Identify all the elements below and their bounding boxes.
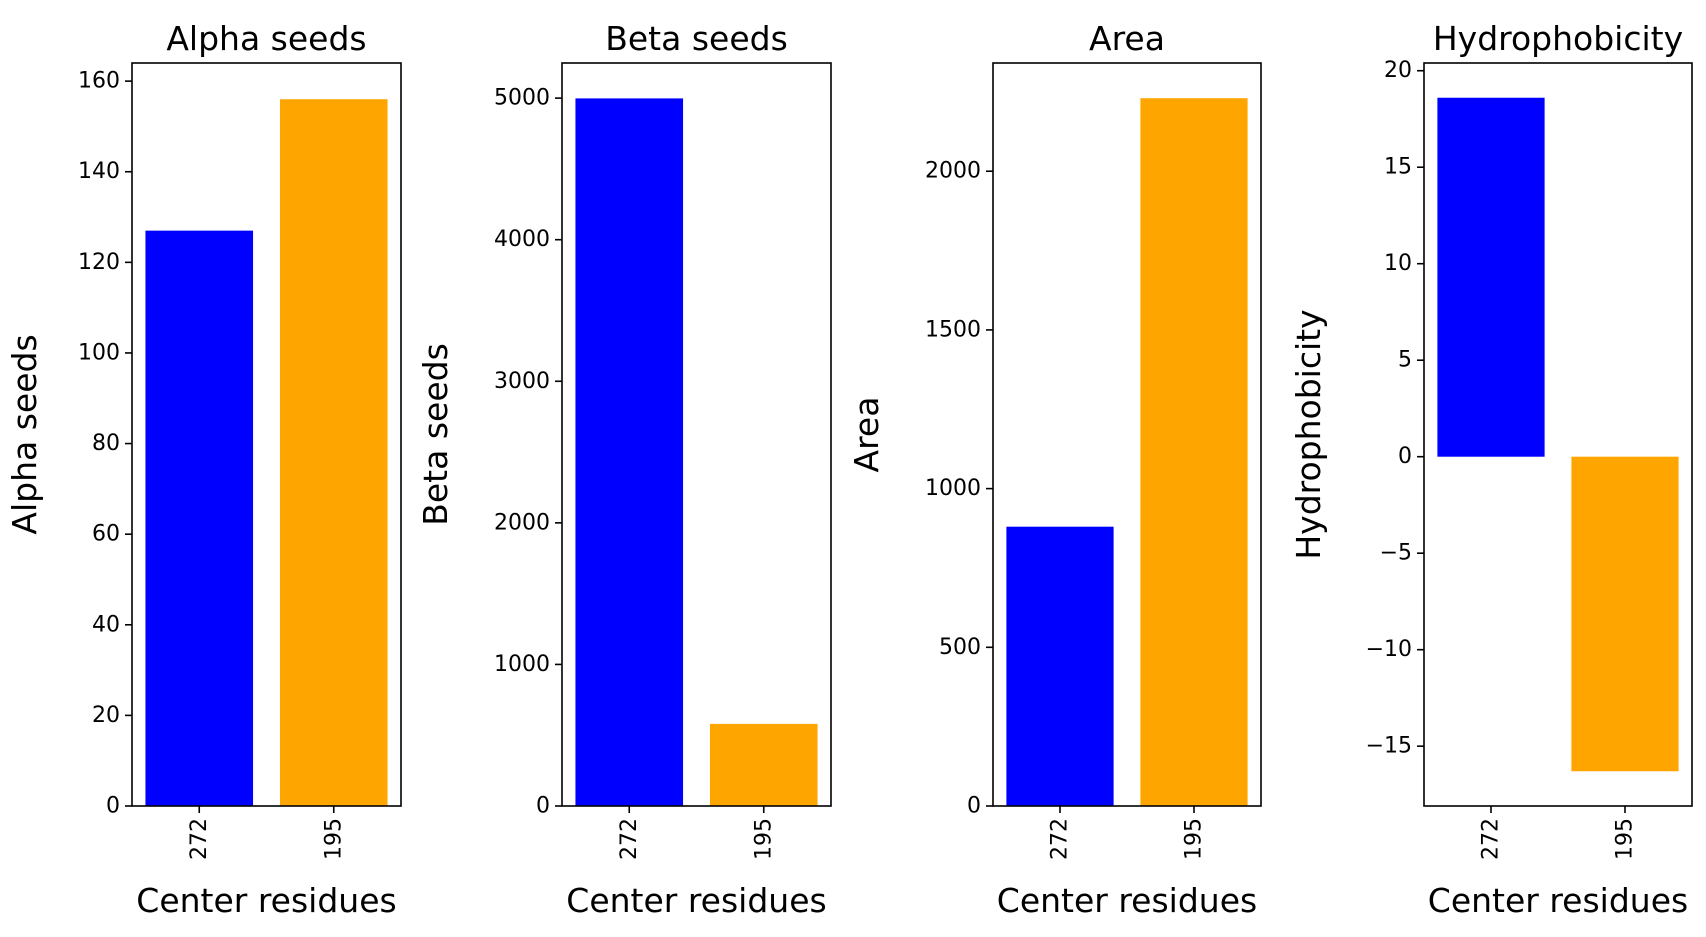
x-tick-label-272: 272 bbox=[1048, 818, 1073, 860]
bar-195 bbox=[1140, 98, 1248, 807]
y-axis-label: Area bbox=[847, 397, 886, 473]
y-tick-label: 1500 bbox=[925, 317, 981, 342]
y-tick-label: 500 bbox=[939, 635, 981, 660]
chart-title: Area bbox=[1089, 19, 1165, 58]
chart-panel-2: 0 1000 2000 3000 4000 5000 272 195 Beta seeds Cen… bbox=[416, 19, 832, 920]
x-axis-label: Center residues bbox=[136, 881, 396, 920]
chart-panel-4: −15 −10 −5 0 5 10 15 20 272 195 Hydrophobicity Cent… bbox=[1289, 19, 1693, 920]
y-tick-label: 1000 bbox=[494, 652, 550, 677]
x-tick-label-272: 272 bbox=[617, 818, 642, 860]
y-tick-label: 0 bbox=[106, 794, 120, 819]
axes-frame bbox=[561, 62, 832, 807]
chart-title: Hydrophobicity bbox=[1433, 19, 1683, 58]
chart-panel-1: 0 20 40 60 80 100 120 140 160 272 195 Alpha seeds Ce… bbox=[5, 19, 402, 920]
y-tick-label: 40 bbox=[92, 612, 120, 637]
x-tick-label-272: 272 bbox=[1479, 818, 1504, 860]
bar-195 bbox=[279, 99, 388, 807]
y-axis-label: Hydrophobicity bbox=[1289, 309, 1328, 559]
bar-195 bbox=[709, 723, 818, 806]
y-axis-label: Alpha seeds bbox=[5, 334, 44, 534]
y-axis-label: Beta seeds bbox=[416, 343, 455, 526]
y-tick-label: 120 bbox=[78, 250, 120, 275]
y-tick-label: 5000 bbox=[494, 86, 550, 111]
y-tick-label: 2000 bbox=[494, 510, 550, 535]
axes-frame bbox=[1423, 62, 1693, 807]
bar-272 bbox=[575, 98, 684, 806]
y-tick-label: 160 bbox=[78, 69, 120, 94]
y-tick-label: 10 bbox=[1384, 251, 1412, 276]
y-tick-label: 20 bbox=[92, 703, 120, 728]
chart-panel-3: 0 500 1000 1500 2000 272 195 Area Center residue… bbox=[847, 19, 1262, 920]
y-tick-label: 60 bbox=[92, 522, 120, 547]
y-tick-label: 4000 bbox=[494, 227, 550, 252]
x-axis-label: Center residues bbox=[997, 881, 1257, 920]
y-tick-label: 15 bbox=[1384, 155, 1412, 180]
x-tick-label-195: 195 bbox=[1613, 818, 1638, 860]
y-tick-label: 20 bbox=[1384, 58, 1412, 83]
y-tick-label: 0 bbox=[536, 794, 550, 819]
y-tick-label: −5 bbox=[1380, 541, 1412, 566]
x-axis-label: Center residues bbox=[566, 881, 826, 920]
y-tick-label: −10 bbox=[1366, 637, 1412, 662]
chart-title: Beta seeds bbox=[605, 19, 788, 58]
bar-272 bbox=[145, 230, 254, 806]
y-tick-label: 0 bbox=[967, 794, 981, 819]
y-tick-label: 100 bbox=[78, 340, 120, 365]
x-tick-label-195: 195 bbox=[321, 818, 346, 860]
y-tick-label: 80 bbox=[92, 431, 120, 456]
axes-frame bbox=[992, 62, 1262, 807]
y-tick-label: 1000 bbox=[925, 476, 981, 501]
bar-272 bbox=[1437, 97, 1545, 457]
y-tick-label: 3000 bbox=[494, 369, 550, 394]
x-tick-label-195: 195 bbox=[751, 818, 776, 860]
y-tick-label: 2000 bbox=[925, 159, 981, 184]
y-tick-label: 0 bbox=[1398, 444, 1412, 469]
bar-272 bbox=[1006, 526, 1114, 806]
bar-195 bbox=[1571, 456, 1679, 772]
y-tick-label: −15 bbox=[1366, 734, 1412, 759]
y-tick-label: 5 bbox=[1398, 348, 1412, 373]
axes-frame bbox=[131, 62, 402, 807]
x-tick-label-195: 195 bbox=[1182, 818, 1207, 860]
x-tick-label-272: 272 bbox=[187, 818, 212, 860]
chart-title: Alpha seeds bbox=[166, 19, 366, 58]
x-axis-label: Center residues bbox=[1428, 881, 1688, 920]
y-tick-label: 140 bbox=[78, 159, 120, 184]
